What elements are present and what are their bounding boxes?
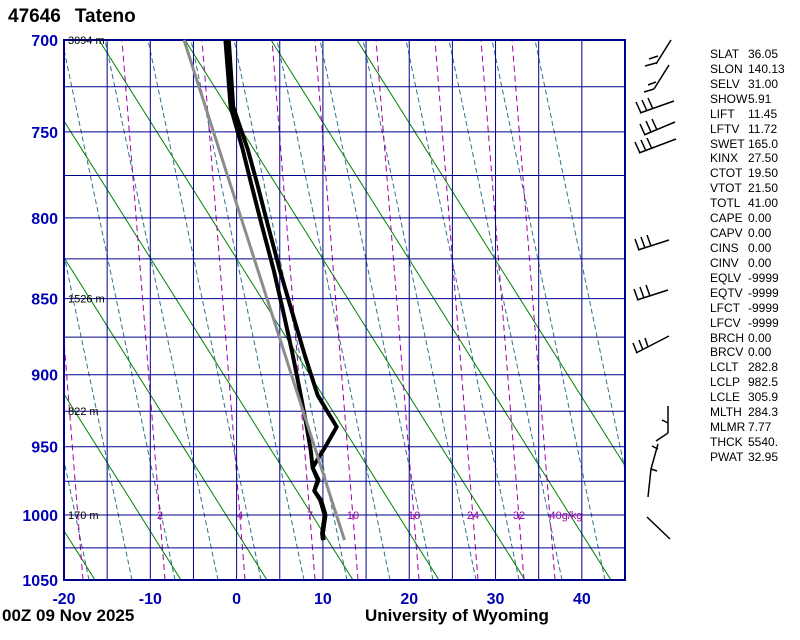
index-row: LCLP 982.5 — [710, 375, 779, 390]
page-title: 47646 Tateno — [8, 6, 136, 28]
svg-text:24: 24 — [467, 510, 479, 522]
index-row: EQTV -9999 — [710, 285, 779, 300]
index-row: SELV 31.00 — [710, 76, 779, 91]
index-row: LCLE 305.9 — [710, 390, 779, 405]
svg-text:-20: -20 — [52, 591, 75, 608]
index-row: KINX 27.50 — [710, 151, 779, 166]
index-row: CAPV 0.00 — [710, 226, 772, 241]
svg-text:20: 20 — [400, 591, 418, 608]
index-row: THCK 5540. — [710, 434, 779, 449]
dewpoint-trace — [223, 39, 327, 541]
svg-text:7: 7 — [307, 510, 313, 522]
background-lines — [64, 40, 625, 580]
index-row: CTOT 19.50 — [710, 166, 779, 181]
index-row: SLAT 36.05 — [710, 47, 779, 61]
index-row: MLMR 7.77 — [710, 420, 772, 435]
svg-text:40g/kg: 40g/kg — [549, 510, 582, 522]
index-row: BRCH 0.00 — [710, 330, 772, 345]
grid — [63, 39, 626, 581]
indices-table: SLAT 36.05 SLON 140.13 SELV 31.00 SHOW5.91 LIFT… — [710, 47, 800, 465]
index-row: SHOW5.91 — [710, 91, 772, 106]
svg-text:2: 2 — [157, 510, 163, 522]
index-row: EQLV -9999 — [710, 270, 779, 285]
svg-text:1050: 1050 — [22, 573, 58, 590]
index-row: SLON 140.13 — [710, 61, 785, 76]
svg-text:1000: 1000 — [22, 508, 58, 525]
svg-text:10: 10 — [347, 510, 359, 522]
svg-text:700: 700 — [31, 33, 58, 50]
svg-text:822 m: 822 m — [68, 406, 99, 418]
index-row: LIFT 11.45 — [710, 106, 778, 121]
wind-barbs — [632, 39, 677, 540]
index-row: LFCV -9999 — [710, 315, 779, 330]
svg-text:10: 10 — [314, 591, 332, 608]
index-row: BRCV 0.00 — [710, 345, 772, 360]
svg-text:1526 m: 1526 m — [68, 294, 105, 306]
index-row: CINV 0.00 — [710, 255, 772, 270]
temperature-trace — [226, 39, 339, 541]
svg-text:3094 m: 3094 m — [68, 35, 105, 47]
index-row: MLTH 284.3 — [710, 405, 779, 420]
svg-text:4: 4 — [237, 510, 243, 522]
station-name: Tateno — [74, 6, 136, 27]
source-credit: University of Wyoming — [365, 606, 549, 625]
height-annotations: 3094 m 1526 m 822 m 170 m — [68, 35, 105, 522]
index-row: LFTV 11.72 — [710, 121, 778, 136]
svg-text:950: 950 — [31, 440, 58, 457]
index-row: LFCT -9999 — [710, 300, 779, 315]
svg-text:0: 0 — [232, 591, 241, 608]
svg-text:30: 30 — [487, 591, 505, 608]
svg-text:750: 750 — [31, 125, 58, 142]
parcel-trace — [182, 39, 346, 541]
svg-text:800: 800 — [31, 211, 58, 228]
svg-text:850: 850 — [31, 292, 58, 309]
svg-text:40: 40 — [573, 591, 591, 608]
index-row: PWAT 32.95 — [710, 449, 779, 464]
svg-text:900: 900 — [31, 368, 58, 385]
index-row: CINS 0.00 — [710, 240, 772, 255]
mixing-ratio-labels: 2 4 7 10 16 24 32 40g/kg — [157, 510, 583, 522]
svg-text:170 m: 170 m — [68, 510, 99, 522]
svg-text:-10: -10 — [139, 591, 162, 608]
index-row: VTOT 21.50 — [710, 181, 779, 196]
index-row: SWET 165.0 — [710, 136, 779, 151]
index-row: CAPE 0.00 — [710, 211, 772, 226]
index-row: TOTL 41.00 — [710, 196, 779, 211]
pressure-axis-labels: 700 750 800 850 900 950 1000 1050 — [22, 33, 58, 590]
index-row: LCLT 282.8 — [710, 360, 779, 375]
temperature-axis-labels: -20 -10 0 10 20 30 40 — [52, 591, 590, 608]
svg-text:32: 32 — [513, 510, 525, 522]
station-id: 47646 — [8, 6, 61, 27]
sounding-timestamp: 00Z 09 Nov 2025 — [2, 606, 135, 625]
svg-text:16: 16 — [408, 510, 420, 522]
